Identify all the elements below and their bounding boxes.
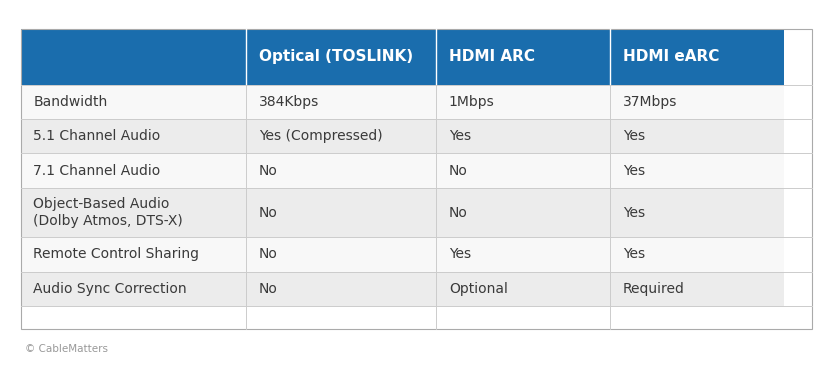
Bar: [21, 29, 247, 85]
Text: Yes: Yes: [623, 129, 645, 143]
Text: Yes: Yes: [449, 247, 471, 261]
Text: Yes (Compressed): Yes (Compressed): [259, 129, 382, 143]
Text: 7.1 Channel Audio: 7.1 Channel Audio: [33, 164, 161, 178]
Text: No: No: [449, 205, 467, 219]
Bar: [247, 119, 436, 153]
Text: Bandwidth: Bandwidth: [33, 95, 107, 109]
Text: Yes: Yes: [623, 205, 645, 219]
Text: No: No: [259, 282, 277, 296]
Text: No: No: [449, 164, 467, 178]
Bar: [247, 272, 436, 306]
Text: No: No: [259, 205, 277, 219]
Bar: [611, 29, 785, 85]
Text: Required: Required: [623, 282, 685, 296]
Bar: [21, 119, 247, 153]
Text: Object-Based Audio
(Dolby Atmos, DTS-X): Object-Based Audio (Dolby Atmos, DTS-X): [33, 197, 183, 228]
Text: 384Kbps: 384Kbps: [259, 95, 319, 109]
Text: Yes: Yes: [449, 129, 471, 143]
Bar: [21, 237, 247, 272]
Bar: [21, 188, 247, 237]
Bar: [611, 237, 785, 272]
Text: © CableMatters: © CableMatters: [25, 343, 108, 354]
Text: 1Mbps: 1Mbps: [449, 95, 495, 109]
Bar: [247, 29, 436, 85]
Bar: [611, 272, 785, 306]
Bar: [21, 29, 812, 328]
Text: 5.1 Channel Audio: 5.1 Channel Audio: [33, 129, 161, 143]
Text: Yes: Yes: [623, 164, 645, 178]
Text: Optional: Optional: [449, 282, 507, 296]
Bar: [436, 153, 611, 188]
Bar: [247, 237, 436, 272]
Bar: [247, 85, 436, 119]
Bar: [611, 119, 785, 153]
Bar: [611, 188, 785, 237]
Bar: [436, 29, 611, 85]
Bar: [21, 153, 247, 188]
Bar: [247, 153, 436, 188]
Text: Remote Control Sharing: Remote Control Sharing: [33, 247, 199, 261]
Bar: [611, 85, 785, 119]
Text: Yes: Yes: [623, 247, 645, 261]
Text: Optical (TOSLINK): Optical (TOSLINK): [259, 49, 413, 64]
Bar: [436, 237, 611, 272]
Bar: [21, 272, 247, 306]
Bar: [436, 188, 611, 237]
Text: No: No: [259, 247, 277, 261]
Bar: [436, 119, 611, 153]
Text: HDMI ARC: HDMI ARC: [449, 49, 535, 64]
Text: HDMI eARC: HDMI eARC: [623, 49, 719, 64]
Text: Audio Sync Correction: Audio Sync Correction: [33, 282, 187, 296]
Text: 37Mbps: 37Mbps: [623, 95, 677, 109]
Bar: [611, 153, 785, 188]
Bar: [436, 272, 611, 306]
Bar: [21, 85, 247, 119]
Bar: [247, 188, 436, 237]
Text: No: No: [259, 164, 277, 178]
Bar: [436, 85, 611, 119]
